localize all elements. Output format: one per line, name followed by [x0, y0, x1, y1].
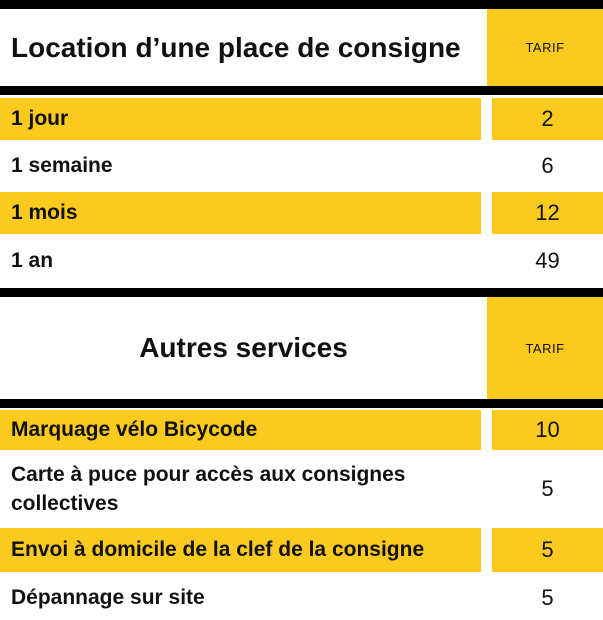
section1-tarif-header: TARIF	[487, 9, 603, 86]
section1-header-divider	[0, 86, 603, 95]
section2-header: Autres services TARIF	[0, 297, 603, 399]
section1-title: Location d’une place de consigne	[11, 31, 461, 63]
table-row: 1 semaine 6	[0, 144, 603, 188]
section2-tarif-header: TARIF	[487, 297, 603, 399]
section-divider	[0, 288, 603, 297]
section1-header: Location d’une place de consigne TARIF	[0, 9, 603, 86]
table-row: Envoi à domicile de la clef de la consig…	[0, 528, 603, 572]
row-value: 10	[492, 410, 603, 450]
table-row: 1 mois 12	[0, 192, 603, 234]
top-divider	[0, 0, 603, 9]
section2-header-divider	[0, 399, 603, 408]
row-label: Marquage vélo Bicycode	[0, 410, 481, 450]
row-label: Dépannage sur site	[11, 586, 205, 609]
row-label: Envoi à domicile de la clef de la consig…	[0, 528, 481, 572]
table-row: Carte à puce pour accès aux consignes co…	[0, 454, 603, 524]
row-value: 6	[541, 153, 554, 178]
row-label: 1 semaine	[11, 154, 113, 177]
row-value: 5	[541, 476, 554, 501]
section2-title: Autres services	[139, 332, 348, 363]
row-label: 1 mois	[0, 192, 481, 234]
row-value: 2	[492, 98, 603, 140]
row-value: 5	[541, 585, 554, 610]
table-row: 1 jour 2	[0, 98, 603, 140]
row-value: 5	[492, 528, 603, 572]
row-value: 49	[535, 248, 560, 273]
row-label: 1 an	[11, 249, 54, 272]
row-label: Carte à puce pour accès aux consignes co…	[11, 463, 406, 515]
row-label: 1 jour	[0, 98, 481, 140]
table-row: Dépannage sur site 5	[0, 576, 603, 620]
table-row: 1 an 49	[0, 238, 603, 284]
table-row: Marquage vélo Bicycode 10	[0, 410, 603, 450]
row-value: 12	[492, 192, 603, 234]
